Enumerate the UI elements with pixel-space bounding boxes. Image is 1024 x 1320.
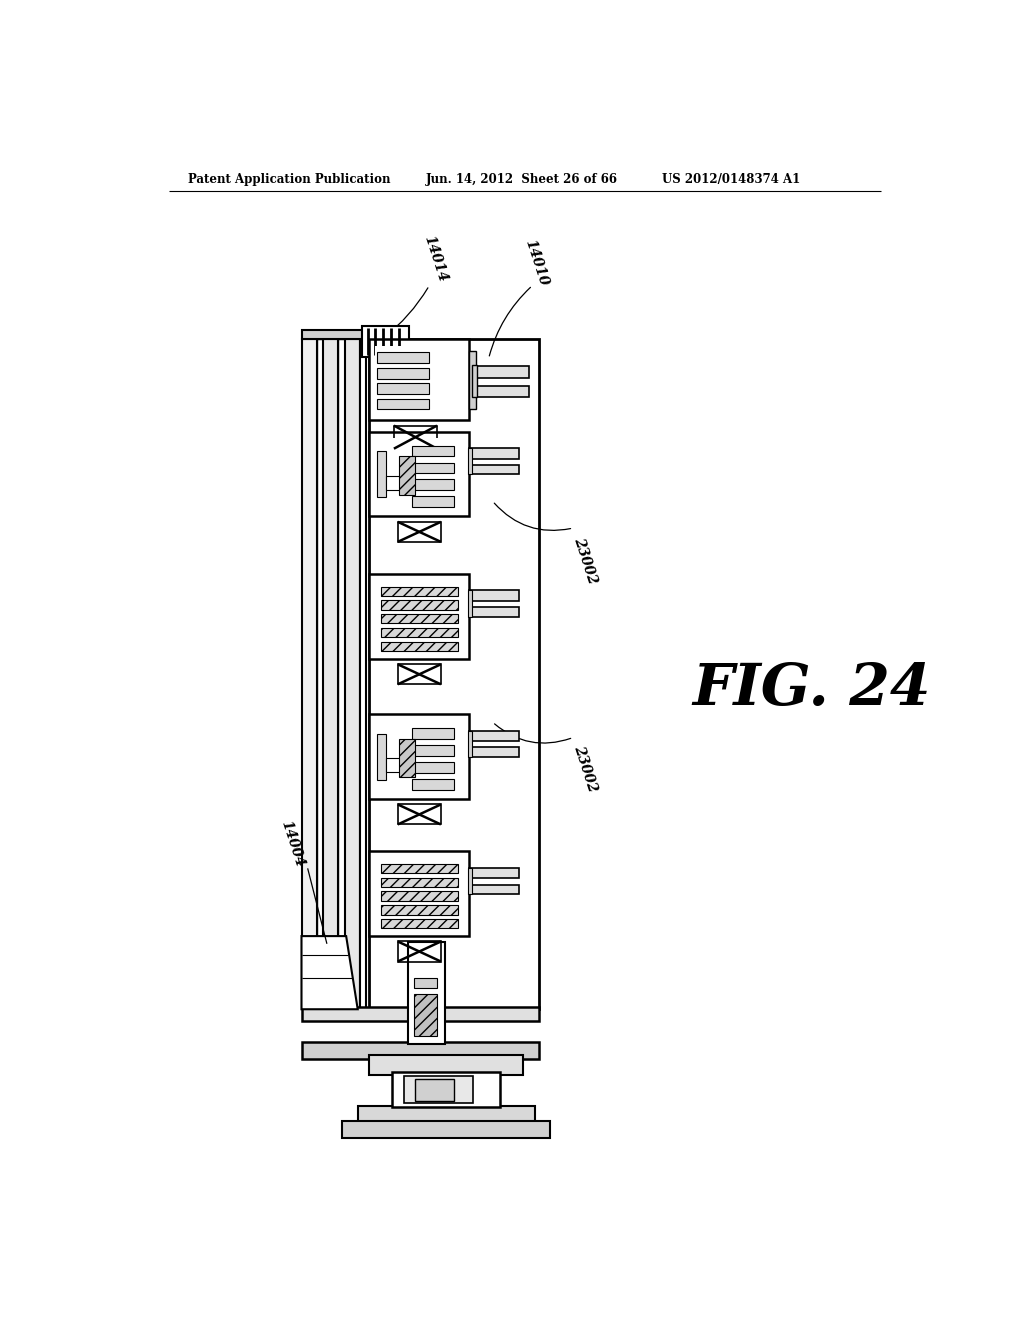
Bar [469,730,519,742]
Bar [397,664,441,684]
Bar [381,601,458,610]
Bar [469,884,519,894]
Bar [412,479,454,490]
Bar [468,590,472,616]
Bar [381,586,458,595]
Bar [475,366,529,378]
Bar [371,341,468,418]
Bar [412,496,454,507]
Bar [386,475,408,490]
Text: FIG. 24: FIG. 24 [692,661,931,718]
Bar [376,346,457,414]
Bar [316,339,323,1010]
Bar [377,352,429,363]
Bar [370,339,469,420]
Bar [342,1121,550,1138]
Text: 14004: 14004 [279,818,306,869]
Bar [377,368,429,379]
Bar [403,1076,473,1104]
Bar [408,942,444,1044]
Bar [381,642,458,651]
Bar [414,978,437,989]
Bar [412,446,454,457]
Text: Jun. 14, 2012  Sheet 26 of 66: Jun. 14, 2012 Sheet 26 of 66 [425,173,617,186]
Bar [371,715,468,797]
Bar [412,729,454,739]
Bar [468,447,472,474]
Bar [376,581,457,653]
Bar [376,721,457,793]
Bar [412,462,454,474]
Bar [397,804,441,825]
Bar [377,451,386,498]
Bar [386,758,408,772]
Bar [416,1080,454,1101]
Polygon shape [301,936,357,1010]
Bar [370,339,539,1010]
Text: US 2012/0148374 A1: US 2012/0148374 A1 [662,173,800,186]
Bar [381,891,458,900]
Bar [360,339,367,1010]
Bar [381,628,458,638]
Bar [371,433,468,515]
Bar [377,734,386,780]
Bar [398,457,416,495]
Bar [469,447,519,459]
Bar [468,867,472,894]
Bar [370,851,469,936]
Bar [371,576,468,657]
Bar [468,730,472,756]
Bar [370,432,469,516]
Bar [376,438,457,511]
Bar [412,744,454,756]
Bar [475,387,529,397]
Bar [469,590,519,601]
Bar [381,919,458,928]
Bar [412,762,454,774]
Bar [381,878,458,887]
Bar [397,941,441,961]
Bar [469,465,519,474]
Bar [301,1043,539,1059]
Bar [398,739,416,777]
Bar [357,1106,535,1122]
Bar [370,574,469,659]
Bar [392,1072,500,1107]
Text: 14014: 14014 [422,234,450,284]
Bar [339,339,345,1010]
Bar [377,399,429,409]
Bar [370,714,469,799]
Bar [381,863,458,873]
Bar [301,330,367,339]
Text: 23002: 23002 [570,743,599,793]
Text: 23002: 23002 [570,536,599,585]
Bar [472,364,477,397]
Bar [394,425,437,449]
Text: Patent Application Publication: Patent Application Publication [188,173,391,186]
Bar [414,994,437,1036]
Text: 14010: 14010 [522,238,551,288]
Bar [397,521,441,543]
Bar [370,1056,523,1074]
Bar [469,747,519,756]
Bar [323,339,339,1010]
Bar [469,867,519,878]
Bar [301,339,316,1010]
Bar [371,853,468,935]
Bar [376,858,457,929]
Bar [412,779,454,789]
Bar [345,339,360,1010]
Bar [361,326,410,358]
Bar [381,906,458,915]
Bar [469,607,519,616]
Bar [377,383,429,395]
Bar [301,1007,539,1020]
Bar [381,614,458,623]
Bar [469,351,475,409]
